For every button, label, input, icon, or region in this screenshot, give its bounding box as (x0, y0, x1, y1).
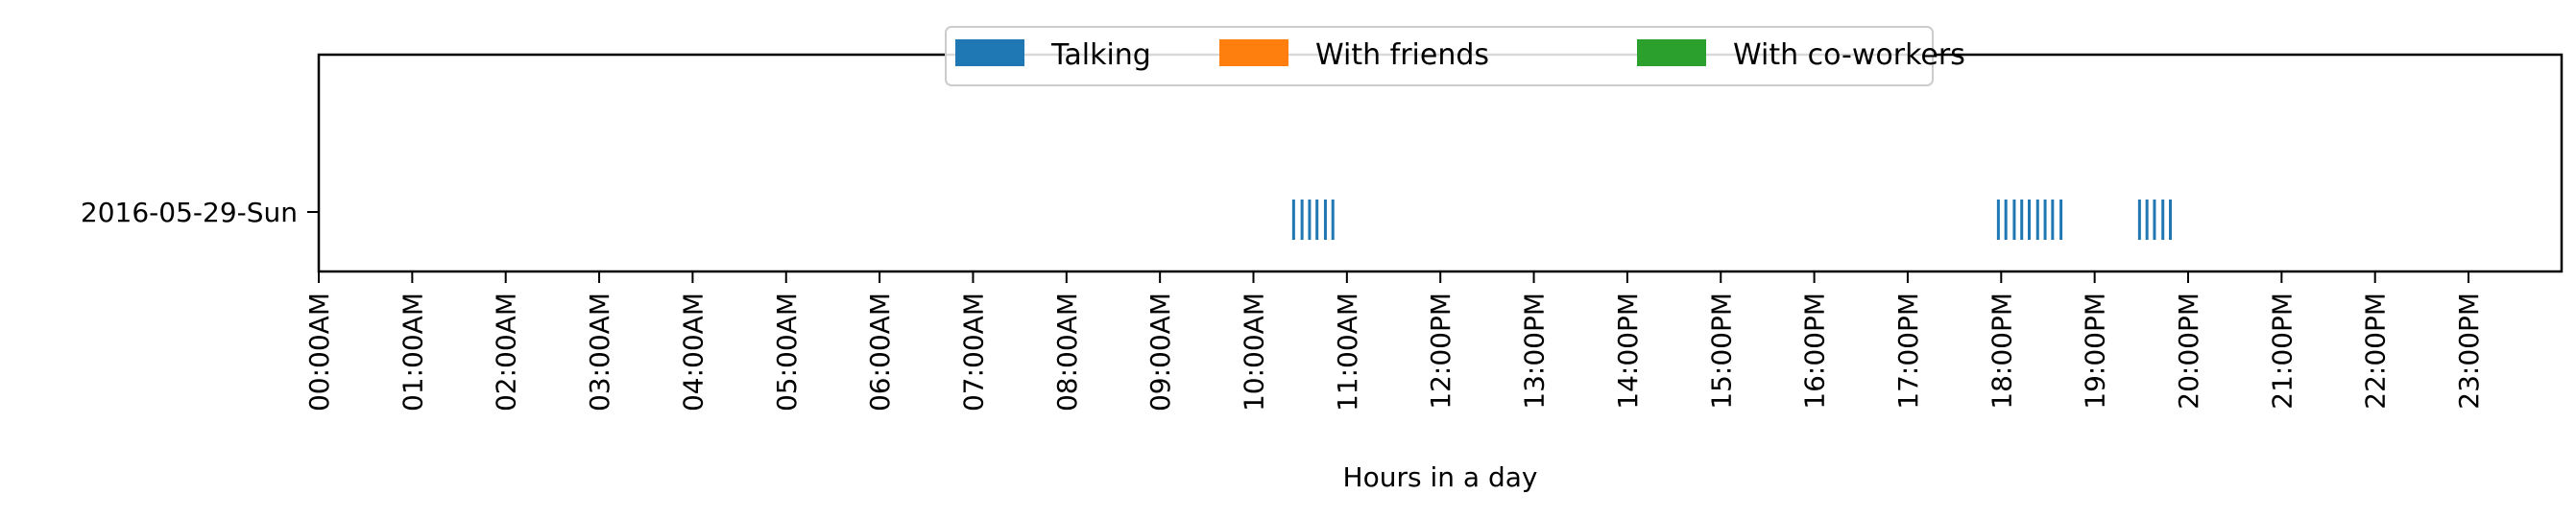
x-tick-label: 22:00PM (2360, 293, 2392, 410)
x-tick-label: 20:00PM (2173, 293, 2204, 410)
x-tick-label: 18:00PM (1986, 293, 2017, 410)
x-axis: 00:00AM 01:00AM 02:00AM 03:00AM 04:00AM 05:00… (303, 271, 2485, 412)
legend-label: With co-workers (1733, 38, 1965, 72)
x-tick-label: 12:00PM (1425, 293, 1457, 410)
x-tick-label: 08:00AM (1051, 293, 1083, 412)
legend-swatch (955, 39, 1024, 66)
legend-label: With friends (1315, 38, 1489, 72)
legend-swatch (1219, 39, 1288, 66)
x-tick-label: 02:00AM (491, 293, 522, 412)
x-tick-label: 16:00PM (1799, 293, 1831, 410)
x-tick-label: 03:00AM (584, 293, 615, 412)
x-tick-label: 09:00AM (1144, 293, 1176, 412)
x-tick-label: 13:00PM (1519, 293, 1551, 410)
x-tick-label: 07:00AM (957, 293, 989, 412)
y-axis: 2016-05-29-Sun (81, 197, 319, 228)
x-tick-label: 14:00PM (1612, 293, 1644, 410)
legend: Talking With friends With co-workers (945, 26, 1965, 86)
x-tick-label: 06:00AM (864, 293, 896, 412)
x-tick-label: 17:00PM (1892, 293, 1924, 410)
x-tick-label: 21:00PM (2266, 293, 2298, 410)
x-tick-label: 05:00AM (771, 293, 803, 412)
x-tick-label: 11:00AM (1332, 293, 1363, 412)
legend-label: Talking (1050, 38, 1151, 72)
x-tick-label: 10:00AM (1239, 293, 1270, 412)
legend-swatch (1637, 39, 1706, 66)
x-tick-label: 15:00PM (1705, 293, 1737, 410)
plot-area (319, 55, 2562, 271)
y-tick-label: 2016-05-29-Sun (81, 197, 298, 228)
data-marks (1291, 200, 2173, 240)
x-tick-label: 01:00AM (397, 293, 428, 412)
x-tick-label: 04:00AM (677, 293, 709, 412)
x-axis-label: Hours in a day (1343, 461, 1538, 493)
x-tick-label: 19:00PM (2080, 293, 2111, 410)
x-tick-label: 00:00AM (303, 293, 335, 412)
x-tick-label: 23:00PM (2453, 293, 2485, 410)
